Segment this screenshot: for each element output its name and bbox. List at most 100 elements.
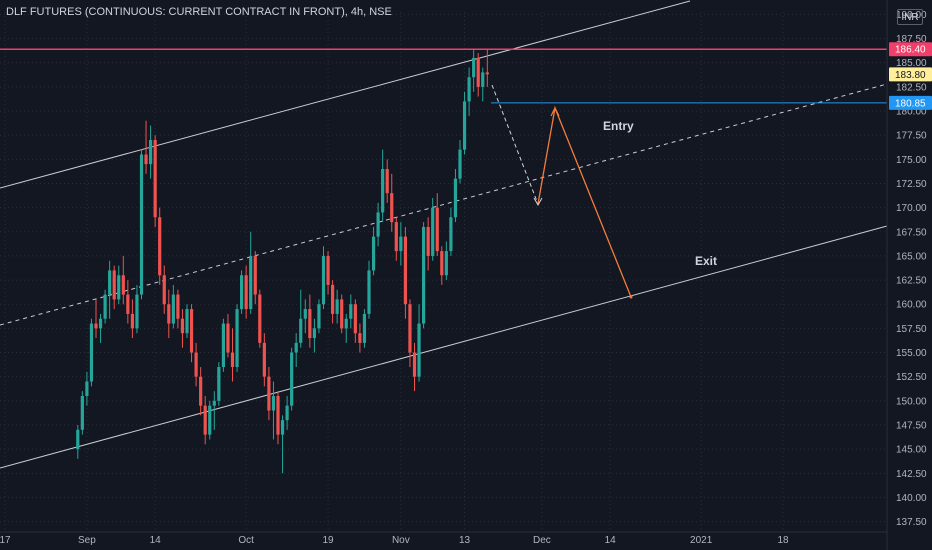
time-tick-label: Nov — [392, 535, 410, 546]
candle-body — [176, 294, 180, 319]
candle-body — [431, 207, 435, 256]
candle-body — [440, 251, 444, 276]
candle-body — [89, 323, 94, 382]
candle-body — [249, 255, 253, 310]
candle-body — [189, 309, 194, 353]
candle-body — [435, 207, 439, 252]
candle-body — [362, 313, 367, 343]
candle-body — [467, 77, 471, 102]
candle-body — [162, 275, 166, 305]
candles — [76, 49, 489, 474]
currency-button[interactable]: INR — [897, 9, 923, 25]
price-tick-label: 165.00 — [896, 251, 927, 262]
candle-body — [340, 299, 344, 329]
price-tick-label: 160.00 — [896, 300, 927, 311]
candle-body — [158, 217, 162, 276]
candle-body — [244, 275, 248, 310]
entry-label: Entry — [603, 119, 634, 133]
exit-target-point — [629, 295, 633, 299]
price-label-resistance-bg — [889, 42, 932, 57]
candle-body — [376, 212, 380, 237]
price-tick-label: 187.50 — [896, 34, 927, 45]
candle-body — [112, 270, 116, 300]
price-tick-label: 170.00 — [896, 203, 927, 214]
candle-body — [485, 72, 489, 75]
candle-body — [353, 304, 357, 334]
candle-body — [80, 396, 84, 430]
candle-body — [280, 420, 285, 435]
candle-body — [76, 429, 80, 450]
candle-body — [153, 140, 157, 218]
candle-body — [312, 328, 316, 339]
candle-body — [130, 313, 134, 329]
price-axis-bg — [887, 0, 932, 550]
candle-body — [121, 275, 125, 295]
candle-body — [171, 294, 175, 324]
candle-body — [367, 270, 371, 314]
candle-body — [326, 255, 330, 285]
time-tick-label: Sep — [78, 535, 96, 546]
candle-body — [203, 405, 207, 435]
candle-body — [135, 294, 139, 329]
candle-body — [208, 405, 212, 435]
grid-lines — [0, 12, 887, 532]
candle-body — [453, 178, 458, 218]
candle-body — [230, 352, 235, 368]
price-label-last-bg — [889, 67, 932, 82]
candle-body — [458, 149, 462, 179]
price-label-entry: 180.85 — [895, 98, 926, 109]
price-tick-label: 185.00 — [896, 58, 927, 69]
candle-body — [194, 352, 198, 377]
price-tick-label: 172.50 — [896, 179, 927, 190]
candle-body — [103, 294, 107, 319]
candle-body — [139, 154, 144, 295]
projection-arrow-up — [550, 106, 560, 117]
price-tick-label: 147.50 — [896, 420, 927, 431]
candle-body — [290, 352, 294, 406]
price-tick-label: 140.00 — [896, 493, 927, 504]
price-tick-label: 152.50 — [896, 372, 927, 383]
price-tick-label: 182.50 — [896, 82, 927, 93]
price-tick-label: 157.50 — [896, 324, 927, 335]
candle-body — [285, 405, 289, 421]
price-tick-label: 175.00 — [896, 155, 927, 166]
price-tick-label: 137.50 — [896, 517, 927, 528]
candle-body — [476, 57, 480, 87]
price-axis: 137.50 140.00 142.50 145.00 147.50 150.00 152.… — [886, 0, 932, 550]
price-tick-label: 177.50 — [896, 131, 927, 142]
candle-body — [235, 309, 239, 368]
candle-body — [344, 318, 348, 329]
candle-body — [422, 226, 426, 324]
candle-body — [180, 318, 185, 334]
candle-body — [262, 342, 266, 377]
candle-body — [98, 318, 103, 329]
candle-body — [335, 299, 339, 314]
candle-body — [108, 270, 112, 295]
candle-body — [449, 217, 453, 252]
time-tick-label: Dec — [533, 535, 551, 546]
projection-path — [537, 105, 632, 298]
candle-body — [126, 294, 130, 314]
candle-body — [349, 304, 353, 319]
candle-body — [385, 168, 389, 194]
candle-body — [417, 323, 421, 377]
price-labels: 186.40 183.80 180.85 — [889, 42, 932, 110]
candle-body — [472, 57, 476, 78]
price-tick-label: 167.50 — [896, 227, 927, 238]
price-tick-label: 150.00 — [896, 396, 927, 407]
candle-body — [317, 304, 321, 329]
candle-body — [331, 284, 335, 314]
price-tick-label: 180.00 — [896, 107, 927, 118]
chart-title: DLF FUTURES (CONTINUOUS: CURRENT CONTRAC… — [6, 6, 392, 18]
time-tick-label: 2021 — [690, 535, 713, 546]
channel-upper-line — [0, 0, 691, 189]
time-tick-label: 19 — [322, 535, 334, 546]
time-tick-label: Oct — [238, 535, 254, 546]
candle-body — [144, 154, 148, 165]
candle-body — [221, 323, 225, 368]
time-tick-label: 17 — [0, 535, 11, 546]
time-axis: 17 Sep 14 Oct 19 Nov 13 Dec 14 2021 18 — [0, 531, 887, 546]
candle-body — [481, 72, 485, 87]
candle-body — [462, 101, 467, 150]
